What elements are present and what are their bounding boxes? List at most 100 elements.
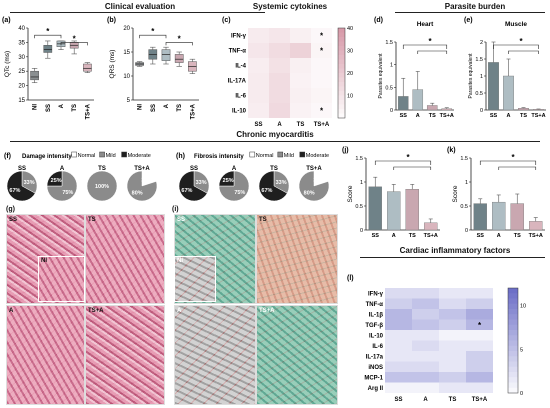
heatmap-cell [439,340,466,351]
colorbar-segment [338,32,345,38]
pie-slice-label: 80% [304,191,315,197]
y-tick-label: 35 [18,40,25,46]
section-chronic-myocarditis: Chronic myocarditis [236,130,314,139]
heatmap-cell [466,382,493,393]
pie-group-label: TS [270,166,278,172]
micrograph-g-a: A [6,305,85,405]
heatmap-row-label: IL-10 [369,333,384,339]
micrograph-g-tsa: TS+A [85,305,165,405]
significance-bracket [165,42,193,46]
heatmap-cell [466,351,493,362]
colorbar-segment [508,330,518,336]
panel-label: (f) [4,153,11,160]
chart-fibrosis-score: (k) 0 0.5 1 1.5 Score SS A TS TS+A * [447,147,545,239]
pie-slice [6,170,36,202]
heatmap-cell [248,88,269,103]
heatmap-row-label: TNF-α [366,302,384,308]
heatmap-row-label: IFN-γ [231,34,247,40]
panel-label-i: (i) [172,206,179,213]
chart-qtc: (a) 15 20 25 30 35 40 QTc (ms) NI SS A TS TS+A * * [2,17,94,120]
y-tick-label: 1 [480,74,483,80]
significance-star: * [320,47,324,56]
significance-bracket [402,44,448,49]
legend-swatch [121,151,127,158]
x-tick-label: NI [138,104,144,110]
bar [405,189,419,231]
heatmap-cell [412,372,439,383]
pie-slice [21,170,38,194]
heatmap-cell [412,382,439,393]
colorbar-segment [508,293,518,299]
pie-group-label: SS [190,166,198,172]
pie-group-label: A [232,166,237,172]
significance-star: * [478,321,482,330]
box [174,54,184,63]
x-tick-label: A [507,113,511,119]
heatmap-row-label: IL-6 [372,344,383,350]
heatmap-cell [269,43,290,58]
heatmap-cell [248,58,269,73]
colorbar-segment [338,104,345,110]
legend-label: Moderate [306,153,329,159]
heatmap-row-label: IL-10 [232,109,247,115]
panel-label: (k) [447,147,456,154]
heatmap-cell [385,309,412,320]
y-tick-label: 15 [18,98,25,104]
colorbar-segment [338,46,345,51]
x-tick-label: SS [400,113,408,119]
y-tick-label: 1.5 [460,156,468,162]
micrograph-i-ni-inset: NI [174,256,216,302]
y-axis-label: QTc (ms) [4,51,11,77]
box [161,49,171,61]
pie-title: Damage intensity [22,154,72,160]
x-tick-label: TS [72,104,78,112]
y-tick-label: 1 [465,180,468,186]
colorbar-tick-label: 5 [520,347,523,353]
colorbar-segment [508,361,518,368]
heatmap-cell [290,103,311,118]
pie-slice-label: 75% [234,190,245,196]
y-tick-label: 0.5 [385,85,393,91]
bar [441,108,453,111]
heatmap-cell [269,73,290,88]
y-axis-label: Parasites equivalent [468,53,474,99]
colorbar-segment [338,91,345,96]
colorbar-outline [507,287,519,394]
heatmap-cell [439,382,466,393]
colorbar-segment [508,382,518,389]
colorbar-segment [338,95,345,101]
y-tick-label: 1.5 [475,57,483,63]
heatmap-cell [269,88,290,103]
y-tick-label: 5 [127,98,131,104]
x-tick-label: A [416,113,420,119]
heatmap-row-label: IL-4 [235,64,246,70]
y-tick-label: 1.5 [385,40,393,46]
heatmap-row-label: IFN-γ [368,291,384,297]
heatmap-cell [385,351,412,362]
heatmap-row-label: IL-6 [235,94,246,100]
heatmap-cell [248,28,269,43]
colorbar-segment [338,59,345,65]
box [30,70,39,81]
legend-swatch [249,151,256,158]
heatmap-col-label: A [423,397,428,403]
colorbar-outline [337,27,346,119]
heatmap-cell [466,372,493,383]
section-cardiac-inflammatory-factors: Cardiac inflammatory factors [399,246,511,255]
chart-muscle-parasites: (e) Muscle 0 0.5 1 1.5 2 Parasites equivalent SS… [464,17,546,119]
heatmap-cell [385,361,412,372]
significance-star: * [519,37,523,46]
x-tick-label: TS+A [424,233,438,239]
pie-title: Fibrosis intensity [194,154,244,160]
section-clinical-evaluation: Clinical evaluation [104,2,176,11]
y-tick-label: 20 [123,26,130,32]
heatmap-col-label: TS+A [472,397,488,403]
x-tick-label: TS [177,104,183,112]
pie-slice [258,170,288,202]
heatmap-cell [412,351,439,362]
bar [533,109,544,111]
bar [412,89,424,111]
chart-qrs: (b) 5 10 15 20 QRS (ms) NI SS A TS TS+A * * [107,17,199,120]
heatmap-cell [385,330,412,341]
heatmap-cell [412,319,439,330]
